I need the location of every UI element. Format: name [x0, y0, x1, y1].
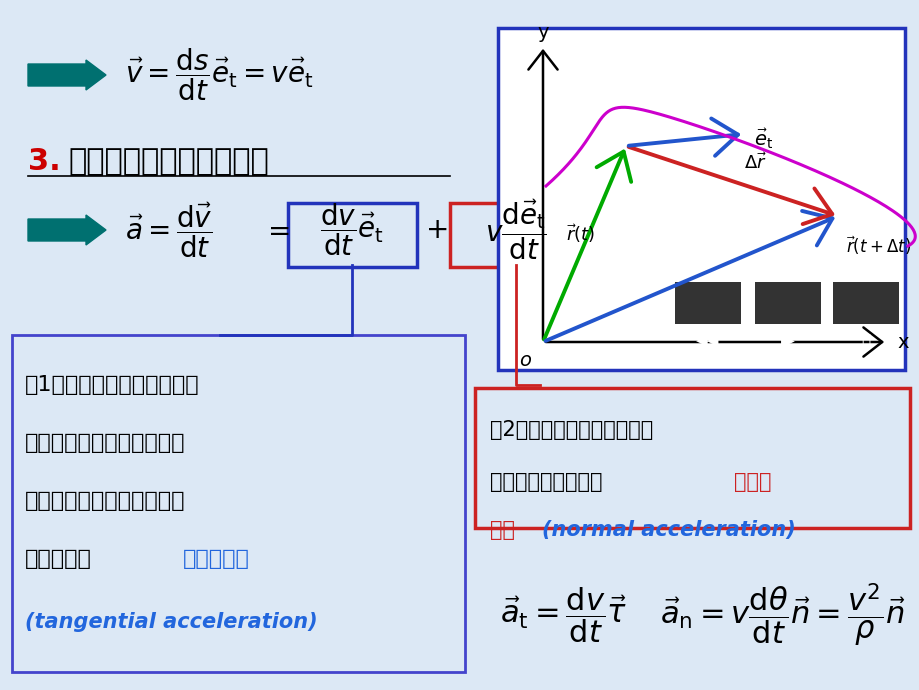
FancyArrow shape: [28, 215, 106, 245]
FancyBboxPatch shape: [832, 282, 898, 324]
FancyBboxPatch shape: [12, 335, 464, 672]
Text: 切向加速度和法向加速度: 切向加速度和法向加速度: [68, 148, 268, 177]
Text: $+$: $+$: [425, 216, 447, 244]
Text: 所引起的加速度分量，大小: 所引起的加速度分量，大小: [25, 433, 186, 453]
Text: $\vec{e}_{\mathrm{t}}$: $\vec{e}_{\mathrm{t}}$: [754, 127, 772, 151]
FancyBboxPatch shape: [474, 388, 909, 528]
Text: 第2项是由速度方向变化所引: 第2项是由速度方向变化所引: [490, 420, 652, 440]
Text: (tangential acceleration): (tangential acceleration): [25, 612, 317, 632]
Text: $\vec{a} = \dfrac{\mathrm{d}\vec{v}}{\mathrm{d}t}$: $\vec{a} = \dfrac{\mathrm{d}\vec{v}}{\ma…: [125, 200, 212, 260]
Text: 法向加: 法向加: [733, 472, 771, 492]
FancyArrow shape: [28, 60, 106, 90]
Text: 3.: 3.: [28, 148, 61, 177]
Text: 切向加速度: 切向加速度: [183, 549, 250, 569]
Text: $=$: $=$: [262, 216, 289, 244]
Text: (normal acceleration): (normal acceleration): [541, 520, 795, 540]
Text: ⏸: ⏸: [860, 333, 869, 348]
FancyBboxPatch shape: [497, 28, 904, 370]
Text: $\vec{a}_{\mathrm{t}} = \dfrac{\mathrm{d}v}{\mathrm{d}t}\vec{\tau}$: $\vec{a}_{\mathrm{t}} = \dfrac{\mathrm{d…: [499, 585, 627, 644]
Text: 起的加速度分量，为: 起的加速度分量，为: [490, 472, 602, 492]
Text: $\Delta\vec{r}$: $\Delta\vec{r}$: [743, 152, 766, 173]
Text: $\vec{r}(t+\Delta t)$: $\vec{r}(t+\Delta t)$: [845, 235, 910, 257]
Text: ◀◀: ◀◀: [696, 333, 719, 348]
FancyBboxPatch shape: [675, 282, 740, 324]
Text: $\dfrac{\mathrm{d}v}{\mathrm{d}t}\vec{e}_{\mathrm{t}}$: $\dfrac{\mathrm{d}v}{\mathrm{d}t}\vec{e}…: [320, 201, 383, 258]
Text: $v\dfrac{\mathrm{d}\vec{e}_{\mathrm{t}}}{\mathrm{d}t}$: $v\dfrac{\mathrm{d}\vec{e}_{\mathrm{t}}}…: [484, 198, 546, 262]
Text: 第1项表示由于速度大小变化: 第1项表示由于速度大小变化: [25, 375, 199, 395]
Text: $\vec{v} = \dfrac{\mathrm{d}s}{\mathrm{d}t}\vec{e}_{\mathrm{t}} = v\vec{e}_{\mat: $\vec{v} = \dfrac{\mathrm{d}s}{\mathrm{d…: [125, 47, 313, 104]
Text: $\vec{a}_{\mathrm{n}} = v\dfrac{\mathrm{d}\theta}{\mathrm{d}t}\vec{n} = \dfrac{v: $\vec{a}_{\mathrm{n}} = v\dfrac{\mathrm{…: [659, 582, 904, 649]
Text: ▶: ▶: [780, 332, 794, 350]
Text: x: x: [896, 333, 908, 351]
Text: 等于速率变化率，方向沿轨: 等于速率变化率，方向沿轨: [25, 491, 186, 511]
Text: $\vec{r}(t)$: $\vec{r}(t)$: [565, 223, 595, 246]
Text: 速度: 速度: [490, 520, 515, 540]
Text: o: o: [518, 351, 530, 370]
Text: 道切向，称: 道切向，称: [25, 549, 92, 569]
Text: y: y: [537, 23, 548, 41]
FancyBboxPatch shape: [754, 282, 820, 324]
